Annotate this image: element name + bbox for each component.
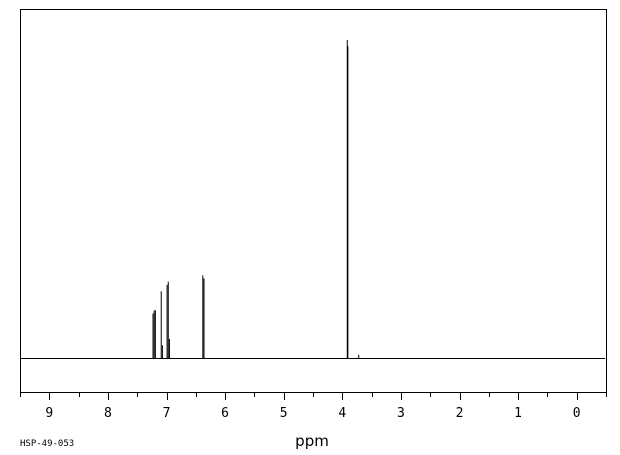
x-tick-label: 0: [573, 406, 581, 421]
x-tick-label: 7: [163, 406, 171, 421]
x-tick-label: 8: [104, 406, 112, 421]
spectrum-peaks: [152, 40, 360, 358]
x-tick-label: 1: [514, 406, 522, 421]
x-tick-label: 4: [338, 406, 346, 421]
x-tick-label: 6: [221, 406, 229, 421]
x-tick-label: 5: [280, 406, 288, 421]
x-tick-label: 2: [456, 406, 464, 421]
x-axis-ticks: [20, 392, 607, 400]
x-tick-label: 9: [45, 406, 53, 421]
x-axis-tick-labels: 9 8 7 6 5 4 3 2 1 0: [45, 406, 580, 421]
x-axis-label: ppm: [295, 432, 329, 450]
x-tick-label: 3: [397, 406, 405, 421]
spectrum-code-label: HSP-49-053: [20, 439, 74, 449]
plot-frame: [20, 9, 607, 393]
